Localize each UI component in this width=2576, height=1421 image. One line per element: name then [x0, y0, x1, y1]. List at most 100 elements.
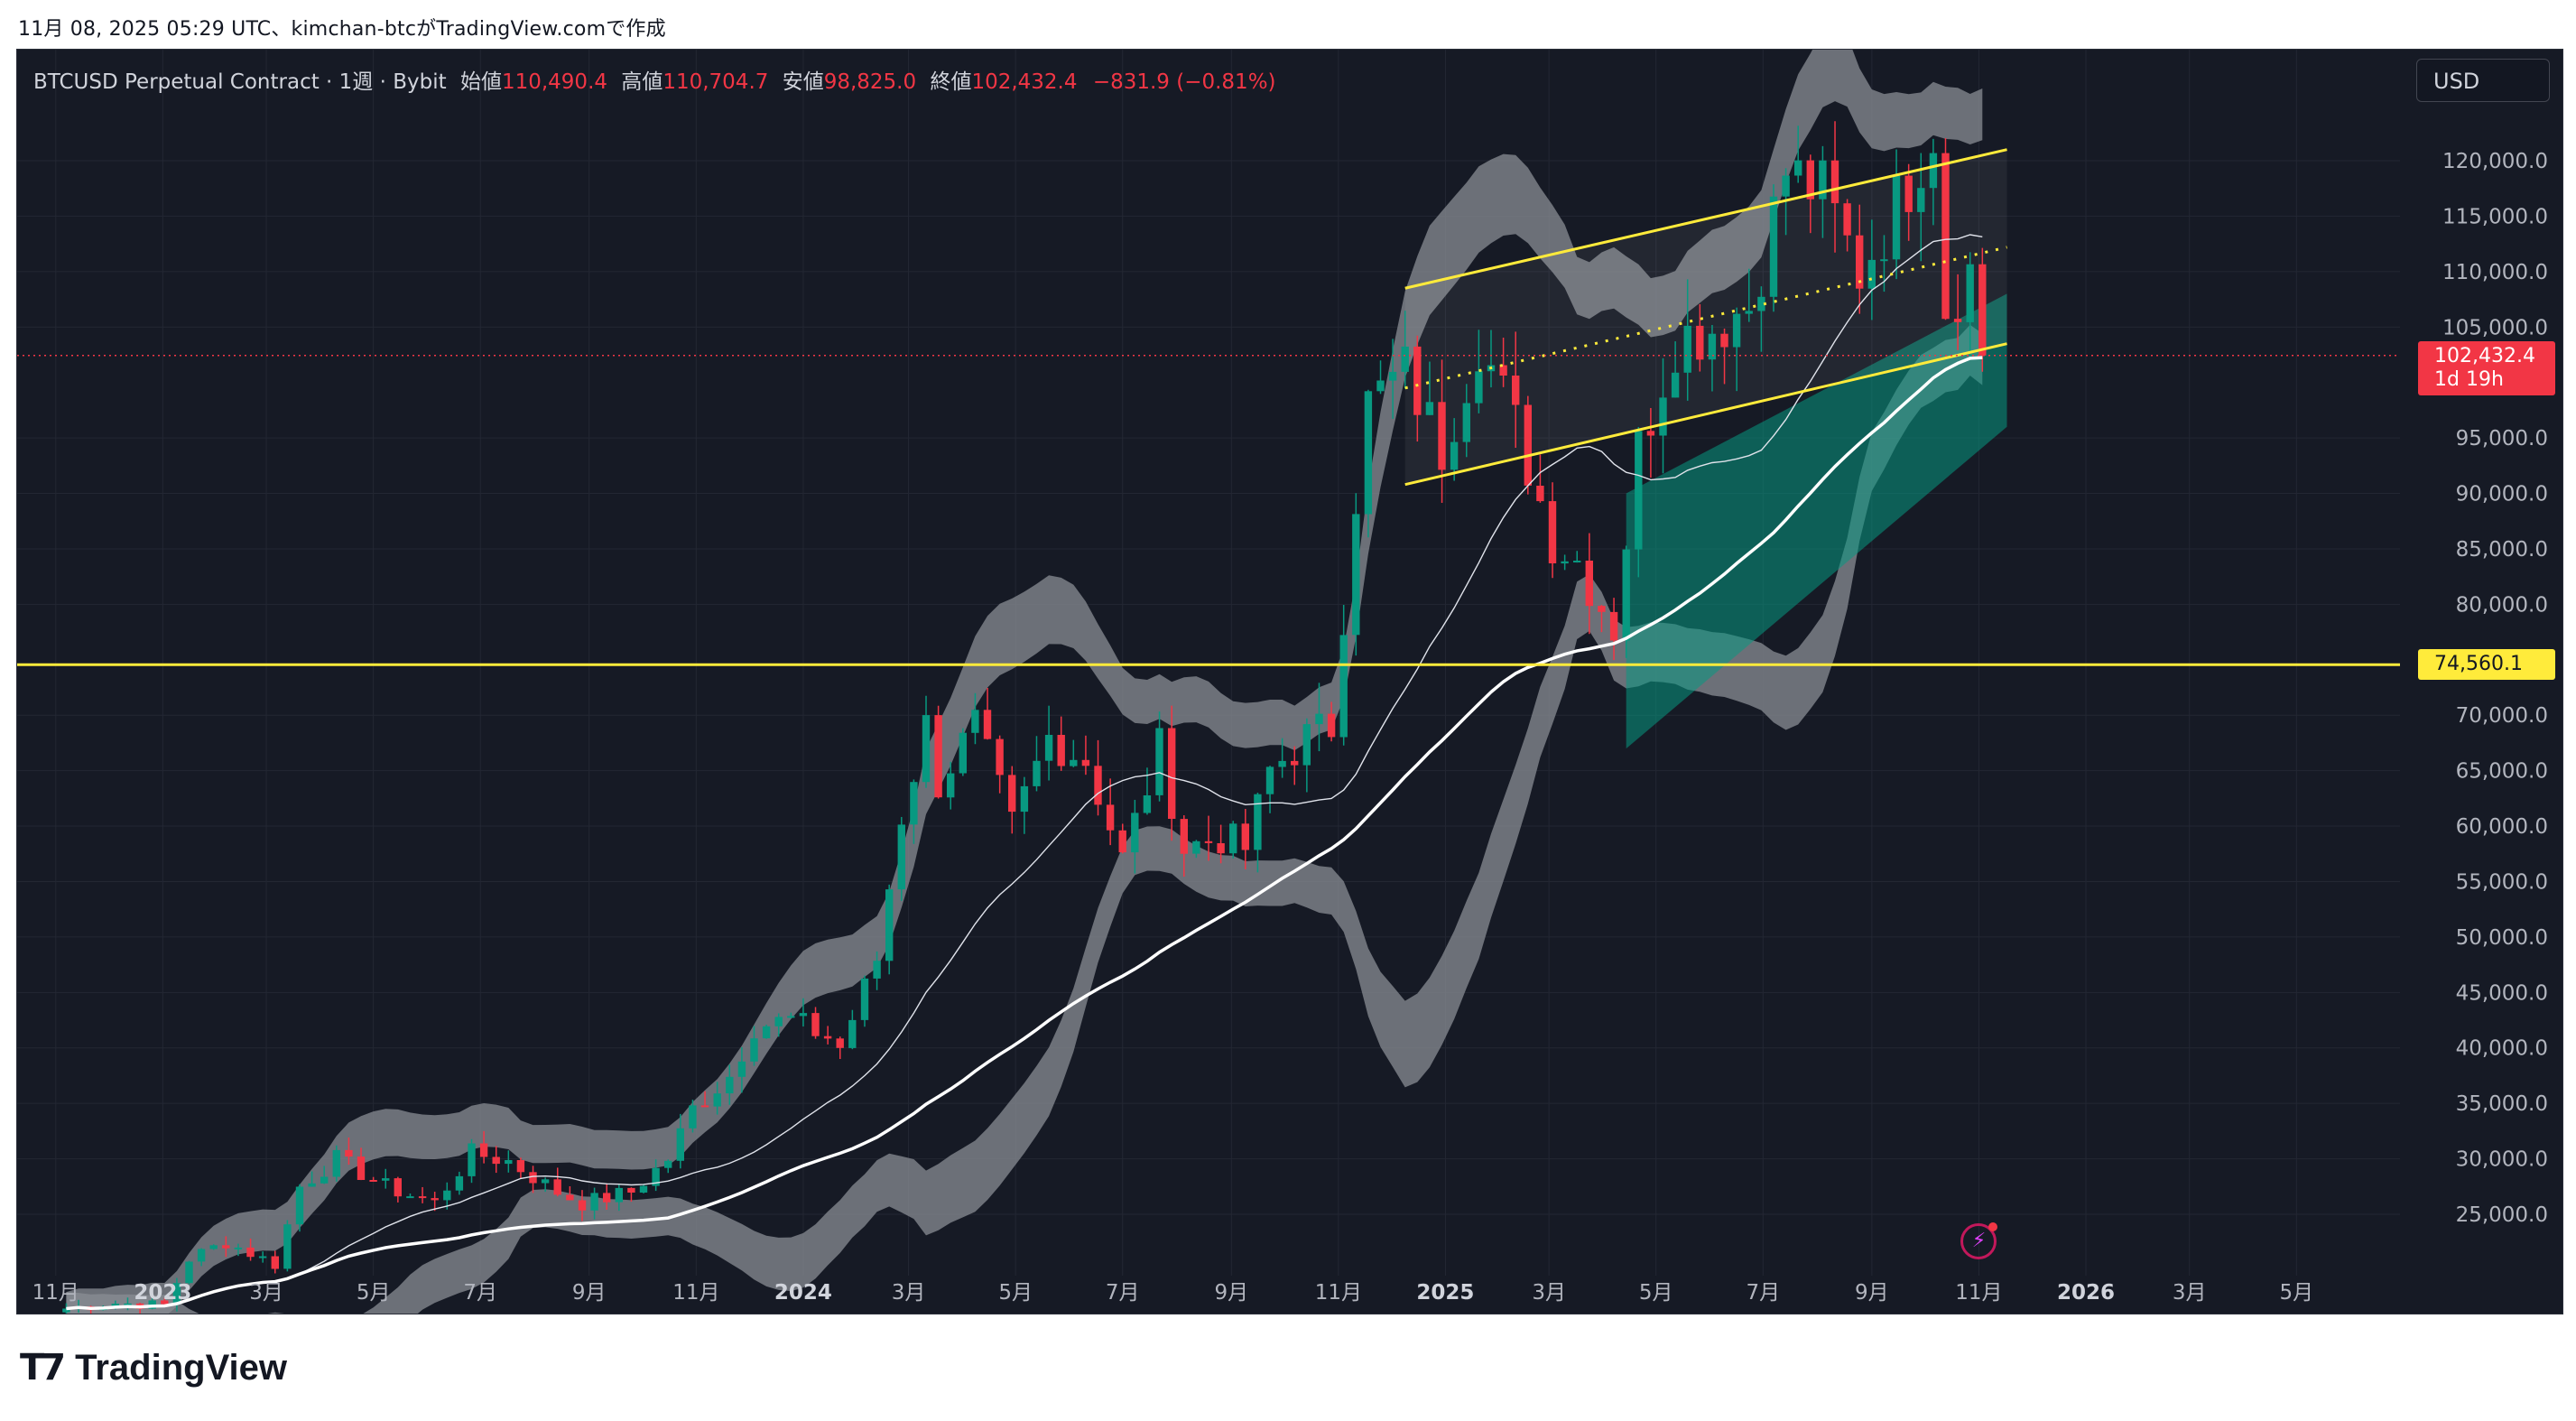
candle-body: [1413, 346, 1422, 415]
candle-body: [1782, 175, 1790, 197]
candle-body: [947, 773, 955, 798]
close-label: 終値: [930, 70, 972, 94]
y-tick-label: 40,000.0: [2456, 1037, 2548, 1061]
y-tick-label: 35,000.0: [2456, 1092, 2548, 1116]
price-chart[interactable]: 120,000.0 115,000.0 110,000.0 105,000.0 95,0…: [17, 50, 2562, 1314]
symbol-legend[interactable]: BTCUSD Perpetual Contract · 1週 · Bybit 始…: [33, 64, 1276, 95]
open-label: 始値: [459, 70, 502, 94]
candle-body: [1745, 311, 1753, 314]
candle-body: [590, 1193, 598, 1211]
candle-body: [848, 1019, 857, 1048]
y-tick-label: 45,000.0: [2456, 981, 2548, 1005]
candle-body: [1683, 325, 1691, 373]
candle-body: [578, 1200, 587, 1211]
candle-body: [1966, 264, 1974, 322]
candle-body: [1143, 795, 1152, 813]
x-tick-label: 5月: [998, 1281, 1033, 1305]
candle-body: [1265, 766, 1274, 794]
low-label: 安値: [782, 70, 824, 94]
candle-body: [1880, 259, 1888, 262]
y-tick-label: 50,000.0: [2456, 926, 2548, 950]
y-tick-label: 115,000.0: [2442, 205, 2548, 228]
candle-body: [1794, 160, 1802, 176]
symbol-label: BTCUSD Perpetual Contract · 1週 · Bybit: [33, 70, 447, 94]
channel-lower-line: [1404, 342, 2007, 487]
change-value: −831.9 (−0.81%): [1092, 70, 1276, 94]
x-tick-label: 2023: [134, 1281, 191, 1305]
candle-body: [1204, 841, 1213, 843]
candle-body: [689, 1105, 697, 1128]
high-label: 高値: [621, 70, 663, 94]
candle-body: [1425, 402, 1434, 415]
candle-body: [283, 1224, 292, 1269]
y-tick-label: 60,000.0: [2456, 815, 2548, 839]
currency-button[interactable]: USD: [2416, 59, 2550, 102]
x-tick-label: 7月: [463, 1281, 497, 1305]
candle-body: [185, 1261, 193, 1284]
candle-body: [1278, 760, 1286, 767]
candle-body: [676, 1128, 684, 1161]
candle-body: [479, 1143, 488, 1157]
candle-body: [1339, 635, 1348, 738]
candle-body: [234, 1247, 243, 1249]
candle-body: [1229, 823, 1237, 854]
candle-body: [615, 1187, 623, 1203]
bollinger-lower-band: [66, 324, 1983, 1314]
candle-body: [1769, 196, 1778, 297]
candle-body: [1401, 346, 1409, 372]
x-tick-label: 3月: [2173, 1281, 2207, 1305]
candle-body: [1757, 296, 1765, 311]
candle-body: [922, 715, 931, 783]
candle-body: [124, 1303, 132, 1305]
candle-body: [246, 1247, 255, 1258]
candle-body: [652, 1167, 660, 1186]
candle-body: [222, 1245, 230, 1249]
candle-body: [529, 1172, 537, 1184]
candle-body: [111, 1304, 119, 1307]
candle-body: [1462, 403, 1470, 442]
y-tick-label: 90,000.0: [2456, 483, 2548, 506]
candle-body: [1168, 728, 1176, 819]
candle-body: [553, 1179, 561, 1195]
candle-body: [1364, 391, 1373, 515]
candle-body: [1254, 794, 1262, 850]
candle-body: [959, 732, 967, 774]
candle-body: [983, 710, 992, 739]
candle-body: [1044, 735, 1053, 761]
candle-body: [308, 1183, 316, 1187]
candle-body: [750, 1038, 758, 1062]
chart-panel[interactable]: 120,000.0 115,000.0 110,000.0 105,000.0 95,0…: [16, 49, 2563, 1314]
candle-body: [197, 1249, 206, 1262]
close-value: 102,432.4: [971, 70, 1078, 94]
candle-body: [1217, 843, 1225, 854]
x-tick-label: 7月: [1106, 1281, 1140, 1305]
candle-body: [258, 1256, 267, 1258]
candle-body: [1291, 760, 1299, 766]
candle-body: [1659, 397, 1667, 436]
candle-body: [603, 1193, 611, 1203]
candle-body: [787, 1016, 795, 1018]
y-tick-label: 65,000.0: [2456, 760, 2548, 784]
candle-body: [541, 1179, 550, 1184]
y-tick-label: 55,000.0: [2456, 870, 2548, 894]
chart-caption: 11月 08, 2025 05:29 UTC、kimchan-btcがTradi…: [18, 18, 666, 41]
y-tick-label: 85,000.0: [2456, 538, 2548, 562]
last-price-value: 102,432.4: [2434, 344, 2535, 367]
candle-body: [713, 1093, 721, 1107]
x-tick-label: 9月: [1855, 1281, 1889, 1305]
candle-body: [468, 1143, 476, 1176]
candle-body: [1856, 235, 1864, 289]
candle-body: [1953, 319, 1962, 322]
candle-body: [1708, 333, 1717, 360]
candle-body: [836, 1038, 844, 1048]
candle-body: [774, 1017, 783, 1026]
candle-body: [369, 1180, 377, 1182]
candle-body: [394, 1178, 402, 1197]
ma20-line: [66, 234, 1983, 1310]
candle-body: [1585, 561, 1593, 607]
candle-body: [418, 1196, 427, 1199]
channel-fill: [1404, 149, 2007, 485]
candle-body: [1450, 441, 1459, 470]
lightning-icon[interactable]: ⚡: [1960, 1222, 1998, 1259]
y-tick-label: 30,000.0: [2456, 1148, 2548, 1172]
